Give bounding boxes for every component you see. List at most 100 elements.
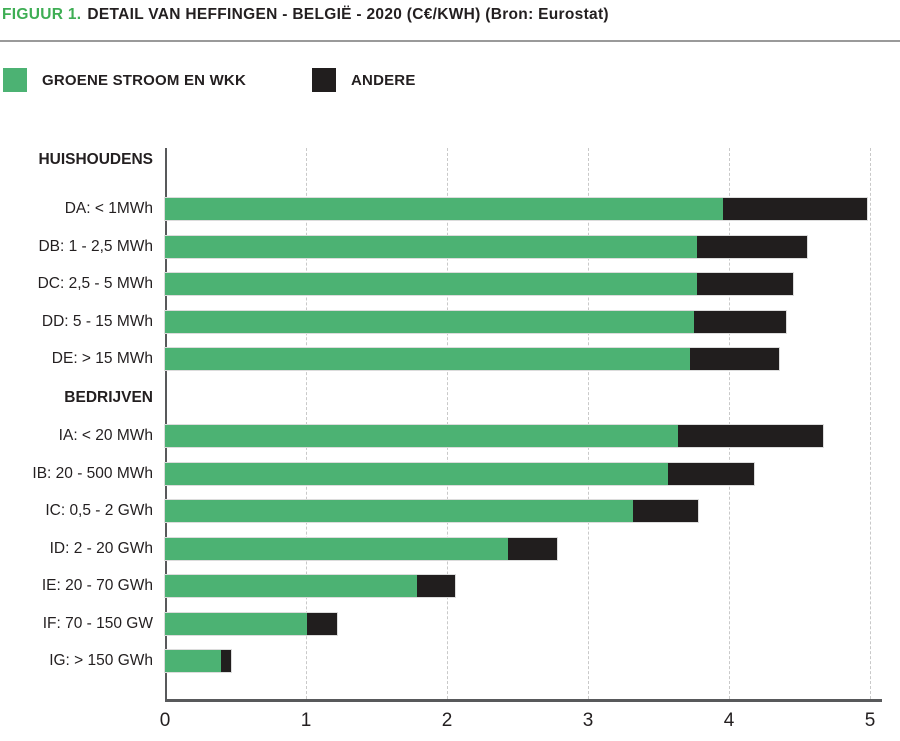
bar-segment-groene-stroom-en-wkk — [165, 500, 633, 522]
group-header-huishoudens: HUISHOUDENS — [0, 148, 900, 198]
bar-row: DD: 5 - 15 MWh — [0, 309, 900, 349]
category-label: IC: 0,5 - 2 GWh — [45, 502, 153, 519]
bar-segment-andere — [307, 612, 337, 635]
bar-segment-groene-stroom-en-wkk — [165, 235, 697, 258]
bar-track — [164, 461, 900, 501]
bar-segment-groene-stroom-en-wkk — [165, 650, 221, 672]
bar-segment-andere — [508, 537, 557, 560]
stacked-bar — [164, 309, 787, 334]
bar-track — [164, 309, 900, 349]
bar-row: IF: 70 - 150 GW — [0, 611, 900, 651]
bar-row: IG: > 150 GWh — [0, 649, 900, 688]
bar-row: IE: 20 - 70 GWh — [0, 574, 900, 613]
stacked-bar — [164, 234, 808, 259]
category-label: DC: 2,5 - 5 MWh — [37, 275, 153, 292]
bar-segment-andere — [633, 500, 698, 522]
bar-track — [164, 574, 900, 613]
bar-segment-groene-stroom-en-wkk — [165, 198, 723, 220]
bar-track — [164, 347, 900, 386]
x-axis: 0 1 2 3 4 5 — [0, 710, 900, 734]
bar-segment-groene-stroom-en-wkk — [165, 348, 690, 370]
bar-segment-groene-stroom-en-wkk — [165, 425, 678, 447]
legend-label: GROENE STROOM EN WKK — [42, 71, 247, 89]
category-label: IG: > 150 GWh — [49, 652, 153, 669]
bar-segment-andere — [697, 273, 793, 295]
bar-segment-groene-stroom-en-wkk — [165, 575, 417, 597]
bar-track — [164, 649, 900, 688]
stacked-bar — [164, 536, 558, 561]
figure-title-text: DETAIL VAN HEFFINGEN - BELGIË - 2020 (C€… — [87, 6, 609, 23]
stacked-bar — [164, 347, 780, 371]
category-label: IA: < 20 MWh — [58, 427, 153, 444]
stacked-bar — [164, 272, 794, 296]
gridline-x-3 — [588, 148, 589, 699]
category-label: DB: 1 - 2,5 MWh — [38, 237, 153, 255]
bar-segment-groene-stroom-en-wkk — [165, 612, 307, 635]
stacked-bar — [164, 461, 755, 486]
bar-track — [164, 499, 900, 538]
bar-segment-groene-stroom-en-wkk — [165, 537, 508, 560]
bar-row: DC: 2,5 - 5 MWh — [0, 272, 900, 311]
stacked-bar — [164, 611, 338, 636]
bar-track — [164, 272, 900, 311]
category-label: DE: > 15 MWh — [51, 350, 153, 367]
title-divider — [0, 40, 900, 42]
x-tick-label: 5 — [864, 710, 876, 731]
stacked-bar — [164, 649, 232, 673]
category-label: IB: 20 - 500 MWh — [32, 464, 153, 482]
stacked-bar — [164, 424, 824, 448]
legend-swatch-dark-icon — [312, 68, 336, 92]
legend-swatch-green-icon — [3, 68, 27, 92]
bar-segment-andere — [697, 235, 807, 258]
bar-segment-andere — [678, 425, 823, 447]
gridline-x-4 — [729, 148, 730, 699]
bar-row: ID: 2 - 20 GWh — [0, 536, 900, 576]
gridline-x-5 — [870, 148, 871, 699]
legend-item-andere: ANDERE — [312, 68, 416, 92]
bar-row: DB: 1 - 2,5 MWh — [0, 234, 900, 274]
x-tick-label: 2 — [441, 710, 453, 731]
bar-segment-andere — [221, 650, 231, 672]
legend-label: ANDERE — [351, 71, 416, 89]
bar-segment-groene-stroom-en-wkk — [165, 462, 668, 485]
bar-row: IA: < 20 MWh — [0, 424, 900, 463]
bar-segment-andere — [668, 462, 754, 485]
bar-segment-andere — [723, 198, 867, 220]
stacked-bar — [164, 499, 699, 523]
gridline-x-1 — [306, 148, 307, 699]
group-header-label: HUISHOUDENS — [38, 151, 153, 168]
bar-chart: HUISHOUDENS DA: < 1MWh DB: 1 - 2,5 MWh DC: … — [0, 148, 900, 688]
x-tick-label: 4 — [723, 710, 735, 731]
category-label: ID: 2 - 20 GWh — [49, 539, 153, 557]
bar-track — [164, 197, 900, 236]
bar-track — [164, 536, 900, 576]
legend-item-groene-stroom-en-wkk: GROENE STROOM EN WKK — [3, 68, 246, 92]
x-tick-label: 0 — [159, 710, 171, 731]
category-label: DD: 5 - 15 MWh — [41, 312, 153, 330]
category-label: IF: 70 - 150 GW — [42, 614, 153, 632]
x-tick-label: 3 — [582, 710, 594, 731]
figure-title: FIGUUR 1. DETAIL VAN HEFFINGEN - BELGIË -… — [2, 6, 609, 24]
bar-track — [164, 424, 900, 463]
category-label: DA: < 1MWh — [64, 200, 153, 217]
group-header-label: BEDRIJVEN — [64, 388, 153, 406]
group-header-bedrijven: BEDRIJVEN — [0, 386, 900, 426]
bar-row: DA: < 1MWh — [0, 197, 900, 236]
bar-track — [164, 611, 900, 651]
gridline-x-2 — [447, 148, 448, 699]
bar-segment-andere — [690, 348, 779, 370]
bar-row: IB: 20 - 500 MWh — [0, 461, 900, 501]
category-label: IE: 20 - 70 GWh — [41, 577, 153, 594]
bar-row: IC: 0,5 - 2 GWh — [0, 499, 900, 538]
bar-segment-groene-stroom-en-wkk — [165, 273, 697, 295]
bar-track — [164, 234, 900, 274]
stacked-bar — [164, 197, 868, 221]
bar-row: DE: > 15 MWh — [0, 347, 900, 386]
figure-number: FIGUUR 1. — [2, 6, 82, 23]
stacked-bar — [164, 574, 456, 598]
bar-segment-andere — [417, 575, 455, 597]
x-tick-label: 1 — [300, 710, 312, 731]
bar-segment-groene-stroom-en-wkk — [165, 310, 694, 333]
bar-segment-andere — [694, 310, 786, 333]
